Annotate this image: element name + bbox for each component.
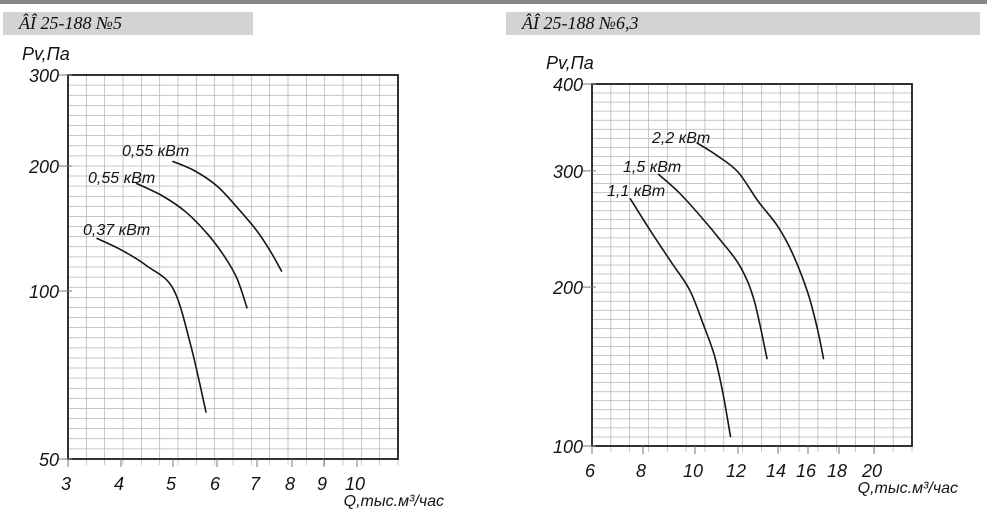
- curve-label: 0,55 кВт: [122, 143, 189, 160]
- x-axis-ticks: 6 8 10 12 14 16 18 20: [585, 446, 882, 481]
- x-tick-label: 18: [827, 461, 847, 481]
- grid: [591, 83, 913, 452]
- x-tick-label: 6: [585, 461, 596, 481]
- y-tick-label: 100: [29, 282, 59, 302]
- x-tick-label: 8: [636, 461, 646, 481]
- y-tick-label: 100: [553, 437, 583, 457]
- curve-label: 0,37 кВт: [83, 222, 150, 239]
- curve-1-1-кВт: [629, 198, 732, 438]
- x-axis-ticks: 3 4 5 6 7 8 9 10: [61, 459, 365, 494]
- x-axis-title: Q,тыс.м³/час: [344, 493, 444, 510]
- x-tick-label: 12: [726, 461, 746, 481]
- grid: [67, 74, 399, 465]
- chart2-titlebar: ÂÎ 25-188 №6,3: [506, 12, 980, 35]
- x-tick-label: 9: [317, 474, 327, 494]
- x-tick-label: 10: [683, 461, 703, 481]
- y-tick-label: 50: [39, 450, 59, 470]
- plot-border: [591, 83, 913, 447]
- x-tick-label: 3: [61, 474, 71, 494]
- x-tick-label: 10: [345, 474, 365, 494]
- y-tick-label: 400: [553, 75, 583, 95]
- curve-0-55-кВт: [172, 160, 283, 272]
- y-tick-label: 200: [552, 278, 583, 298]
- y-tick-label: 300: [553, 162, 583, 182]
- curves: 0,55 кВт 0,55 кВт 0,37 кВт: [83, 143, 283, 413]
- x-tick-label: 6: [210, 474, 221, 494]
- chart1-titlebar: ÂÎ 25-188 №5: [3, 12, 253, 35]
- curve-0-55-кВт: [135, 182, 248, 309]
- x-tick-label: 5: [166, 474, 177, 494]
- curves: 2,2 кВт 1,5 кВт 1,1 кВт: [607, 130, 825, 438]
- y-axis-ticks: 400 300 200 100: [552, 75, 596, 457]
- x-tick-label: 16: [796, 461, 817, 481]
- x-tick-label: 14: [766, 461, 786, 481]
- curve-0-37-кВт: [96, 237, 207, 413]
- page-top-rule: [0, 0, 987, 4]
- chart2-title: ÂÎ 25-188 №6,3: [522, 13, 639, 33]
- curve-label: 1,1 кВт: [607, 183, 665, 200]
- curve-2-2-кВт: [696, 142, 825, 360]
- chart-0: 300 200 100 503 4 5 6 7 8 9 10 Pv,Па Q,тыс.м³/час 0,5…: [22, 44, 444, 510]
- x-tick-label: 7: [250, 474, 261, 494]
- y-axis-title: Pv,Па: [546, 53, 594, 73]
- y-axis-title: Pv,Па: [22, 44, 70, 64]
- curve-label: 2,2 кВт: [651, 130, 710, 147]
- y-tick-label: 300: [29, 66, 59, 86]
- x-tick-label: 20: [861, 461, 882, 481]
- curve-1-5-кВт: [657, 173, 768, 360]
- y-axis-ticks: 300 200 100 50: [28, 66, 72, 470]
- curve-label: 0,55 кВт: [88, 170, 155, 187]
- x-tick-label: 8: [285, 474, 295, 494]
- plot-border: [67, 74, 399, 460]
- curve-label: 1,5 кВт: [623, 159, 681, 176]
- x-axis-title: Q,тыс.м³/час: [858, 480, 958, 497]
- x-tick-label: 4: [114, 474, 124, 494]
- chart1-title: ÂÎ 25-188 №5: [19, 13, 122, 33]
- y-tick-label: 200: [28, 157, 59, 177]
